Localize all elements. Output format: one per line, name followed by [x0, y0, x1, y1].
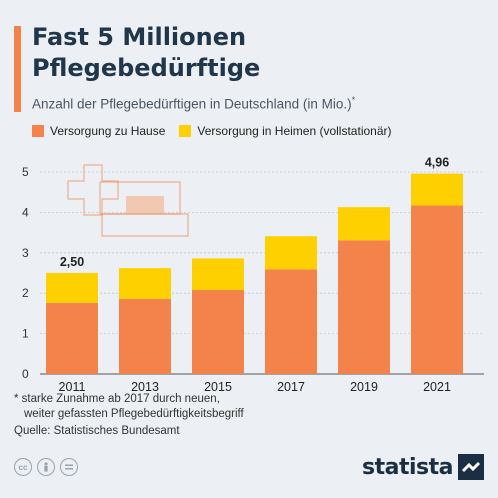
x-tick-label: 2011 [59, 380, 86, 394]
bar-2015-nursing-home [192, 258, 244, 290]
bar-2021-nursing-home [411, 173, 463, 206]
subtitle-footnote-marker: * [351, 95, 356, 105]
y-tick-label: 1 [22, 327, 29, 341]
bar-2011-home [46, 302, 98, 374]
chart-bars [46, 173, 463, 374]
bar-2013-home [119, 298, 171, 374]
x-tick-label: 2015 [204, 380, 232, 394]
x-tick-label: 2013 [131, 380, 159, 394]
y-tick-label: 5 [22, 165, 29, 179]
legend-swatch-home [32, 125, 44, 137]
legend-item-nursing-home: Versorgung in Heimen (vollstationär) [179, 124, 392, 138]
data-label-2011: 2,50 [60, 255, 84, 269]
footnote-line-2: weiter gefassten Pflegebedürftigkeitsbeg… [24, 408, 244, 420]
chart-subtitle: Anzahl der Pflegebedürftigen in Deutschl… [32, 95, 355, 112]
license-icons[interactable]: cc [14, 458, 83, 476]
nursing-cross-illustration [67, 164, 189, 237]
y-tick-label: 2 [22, 286, 29, 300]
chart-title: Fast 5 Millionen Pflegebedürftige [32, 23, 261, 82]
nd-icon[interactable] [60, 458, 78, 476]
cc-icon[interactable]: cc [14, 458, 32, 476]
chart-gridlines [40, 171, 484, 375]
statista-logo[interactable]: statista [362, 454, 484, 480]
chart-legend: Versorgung zu Hause Versorgung in Heimen… [32, 124, 406, 138]
source-text: Quelle: Statistisches Bundesamt [14, 425, 180, 437]
bar-2017-nursing-home [265, 236, 317, 270]
footnote-line-1: * starke Zunahme ab 2017 durch neuen, [14, 393, 220, 405]
bar-2015-home [192, 289, 244, 374]
cross-outline [67, 164, 119, 216]
y-tick-label: 0 [22, 367, 29, 381]
brand-name: statista [362, 454, 453, 480]
bar-2011-nursing-home [46, 273, 98, 303]
legend-label-nursing-home: Versorgung in Heimen (vollstationär) [197, 124, 392, 138]
by-icon[interactable] [37, 458, 55, 476]
y-tick-label: 4 [22, 205, 29, 219]
footnote: * starke Zunahme ab 2017 durch neuen, we… [14, 392, 244, 422]
legend-item-home: Versorgung zu Hause [32, 124, 165, 138]
bar-2019-home [338, 240, 390, 374]
bar-2013-nursing-home [119, 268, 171, 299]
data-label-2021: 4,96 [425, 156, 449, 170]
title-accent-bar [14, 26, 21, 112]
bar-2019-nursing-home [338, 207, 390, 241]
x-tick-label: 2021 [423, 380, 451, 394]
y-tick-label: 3 [22, 246, 29, 260]
chart-labels: 0 1 2 3 4 5 2011 2,50 2013 2015 2017 2019 2021 4,96 [22, 156, 451, 394]
legend-swatch-nursing-home [179, 125, 192, 137]
bar-2021-home [411, 205, 463, 374]
x-tick-label: 2019 [350, 380, 378, 394]
bar-2017-home [265, 269, 317, 374]
statista-mark-icon [458, 454, 484, 480]
box-fill [126, 196, 164, 214]
subtitle-text: Anzahl der Pflegebedürftigen in Deutschl… [32, 96, 352, 112]
x-tick-label: 2017 [277, 380, 305, 394]
base-outline [101, 213, 189, 237]
legend-label-home: Versorgung zu Hause [50, 124, 166, 138]
